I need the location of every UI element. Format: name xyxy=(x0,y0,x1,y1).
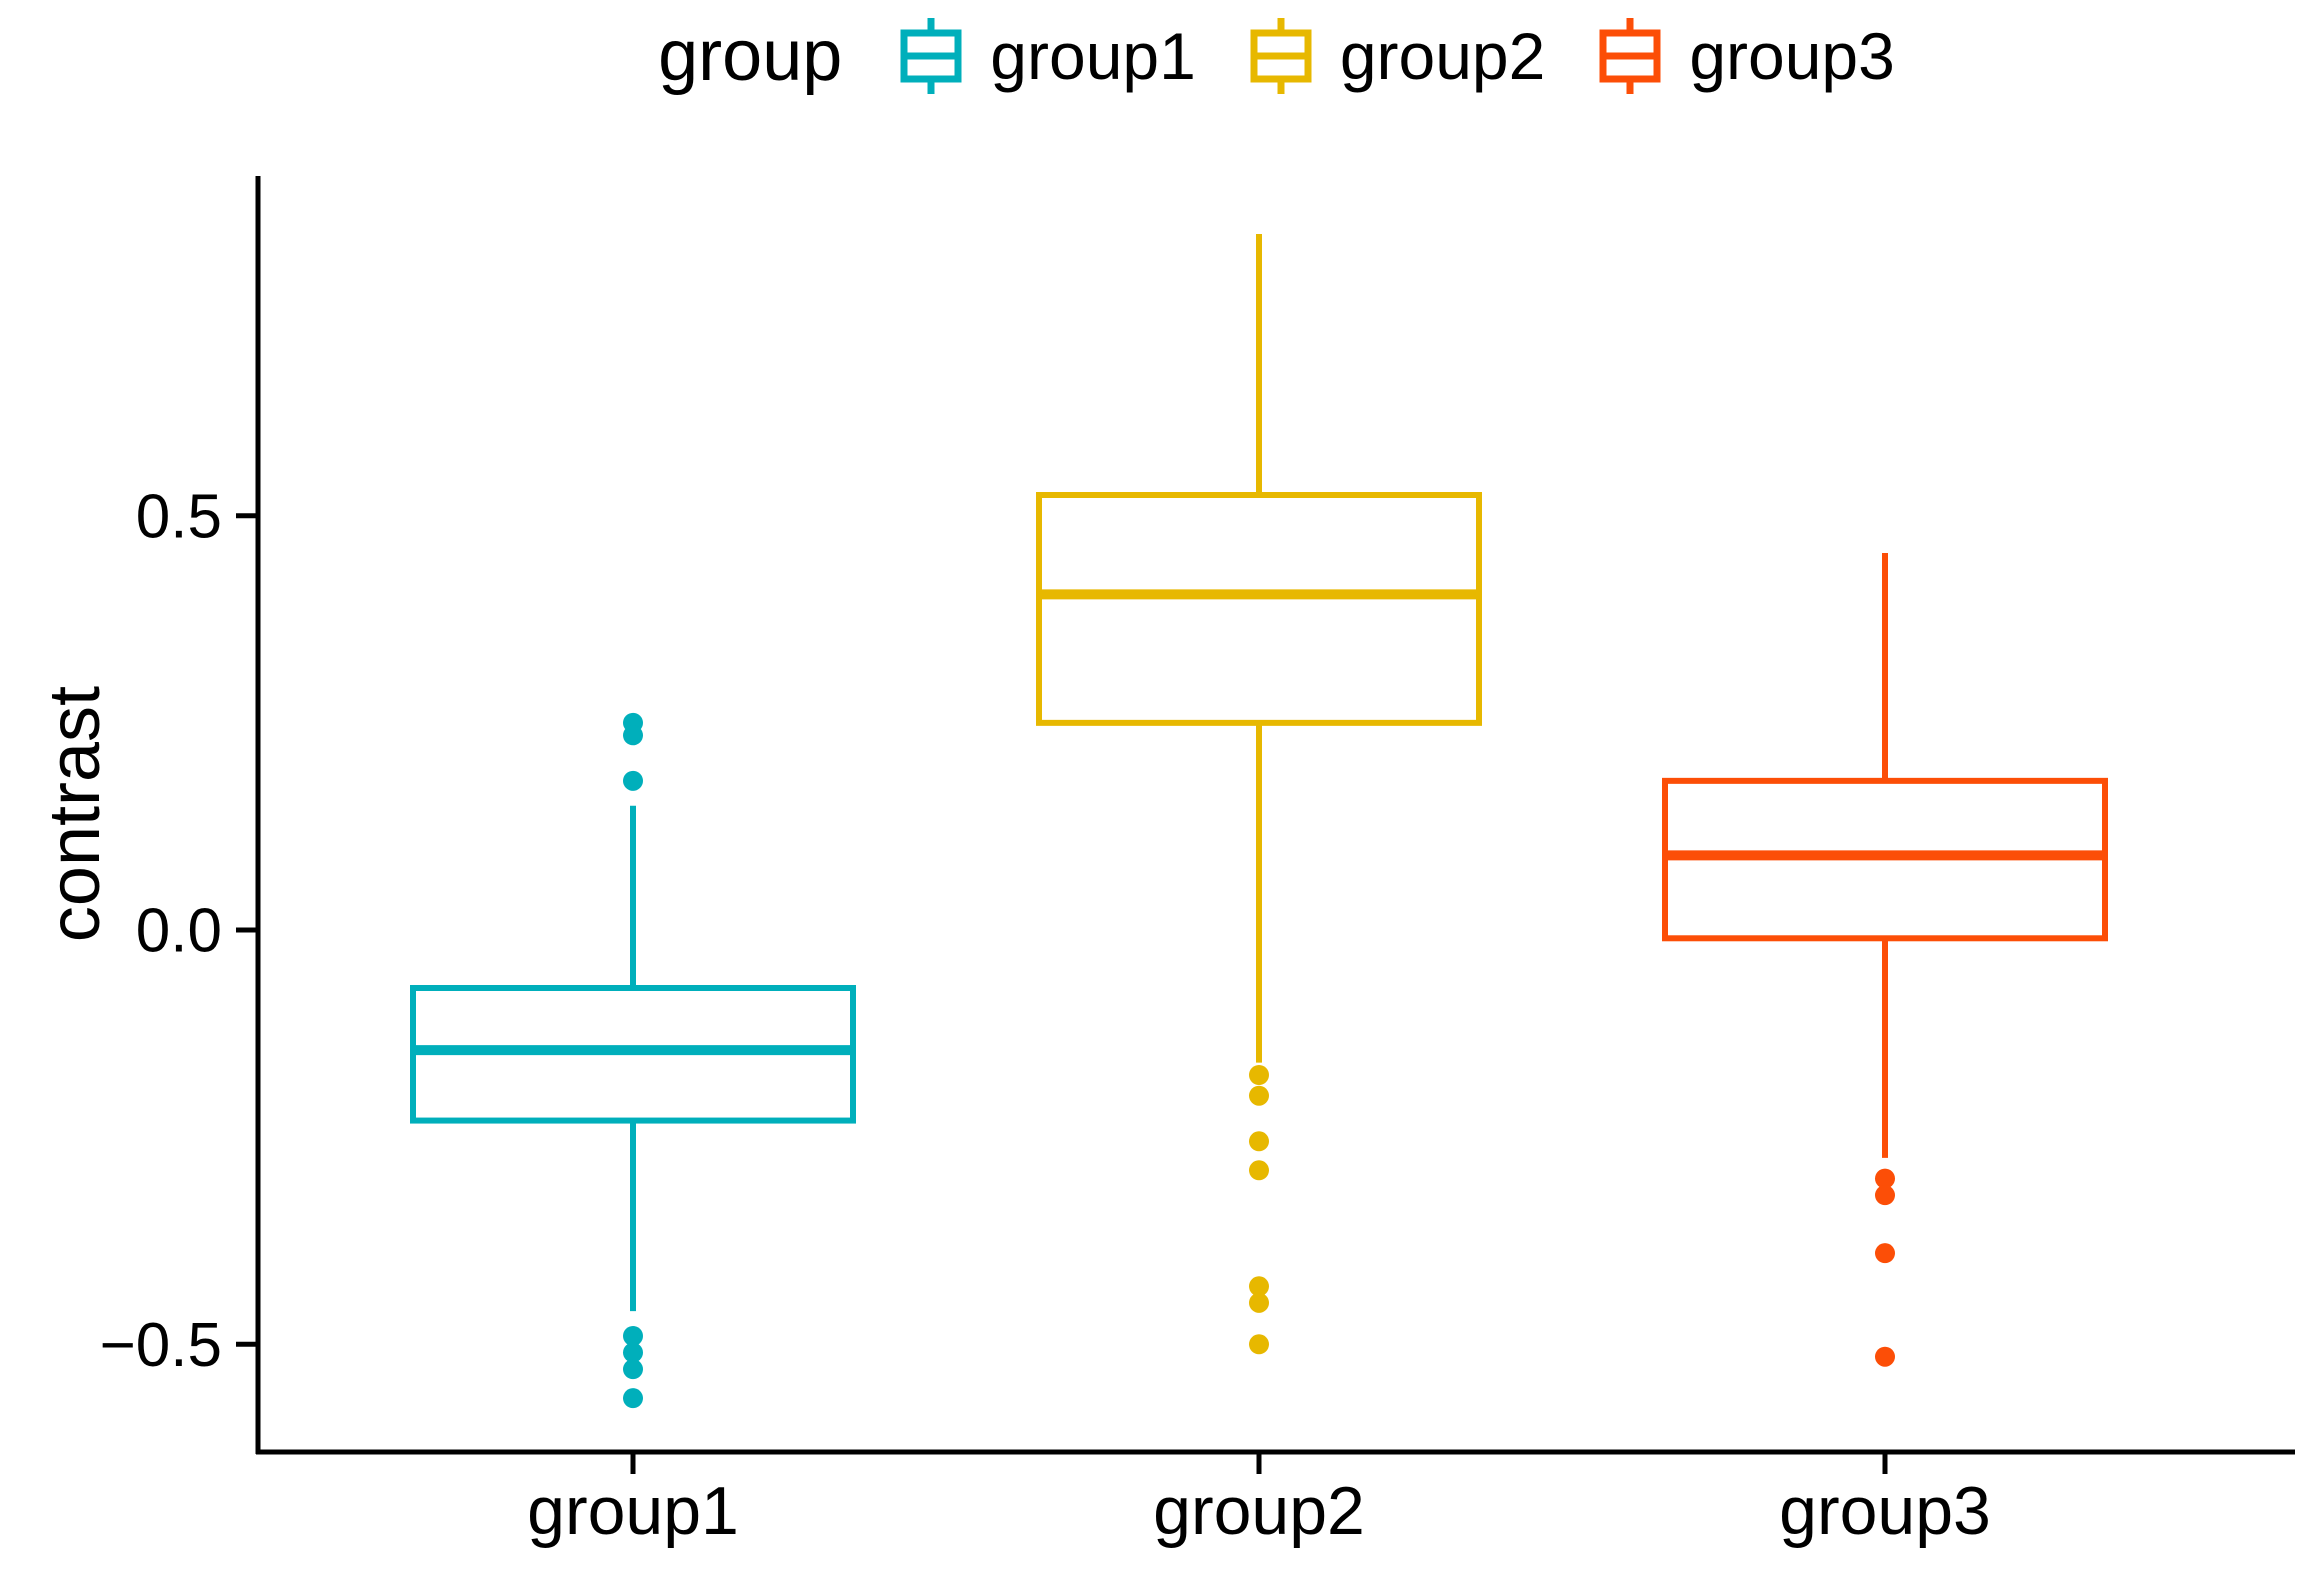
outlier-dot xyxy=(1249,1131,1269,1152)
y-tick-label: 0.5 xyxy=(136,482,222,551)
outlier-dot xyxy=(1249,1334,1269,1355)
outlier-dot xyxy=(1249,1292,1269,1313)
outlier-dot xyxy=(1875,1168,1895,1189)
outlier-dot xyxy=(1875,1243,1895,1264)
outlier-dot xyxy=(623,725,643,746)
boxplot-key-icon xyxy=(1599,18,1661,94)
y-tick-label: −0.5 xyxy=(100,1311,222,1380)
outlier-dot xyxy=(623,1326,643,1346)
outlier-dot xyxy=(1249,1276,1269,1297)
x-tick-label: group3 xyxy=(1779,1473,1991,1549)
y-tick-label: 0.0 xyxy=(136,897,222,966)
outlier-dot xyxy=(623,1388,643,1409)
outlier-dot xyxy=(623,770,643,791)
legend-label: group1 xyxy=(990,19,1196,93)
outlier-dot xyxy=(1875,1346,1895,1367)
outlier-dot xyxy=(623,1342,643,1363)
legend-label: group3 xyxy=(1689,19,1895,93)
outlier-dot xyxy=(1249,1160,1269,1181)
legend-entry-group2: group2 xyxy=(1248,16,1546,96)
legend-entry-group3: group3 xyxy=(1597,16,1895,96)
legend-label: group2 xyxy=(1339,19,1546,93)
outlier-dot xyxy=(623,1359,643,1380)
legend-entry-group1: group1 xyxy=(898,16,1196,96)
outlier-dot xyxy=(1875,1185,1895,1206)
boxplot-key-icon xyxy=(1250,18,1312,94)
outlier-dot xyxy=(1249,1085,1269,1106)
legend: group group1 group2 xyxy=(258,10,2295,102)
x-tick-label: group1 xyxy=(527,1473,739,1549)
x-tick-label: group2 xyxy=(1153,1473,1365,1549)
legend-title: group xyxy=(658,16,843,96)
box-group2 xyxy=(1036,492,1482,726)
y-axis-title: contrast xyxy=(35,686,115,942)
boxplot-key-icon xyxy=(900,18,962,94)
outlier-dot xyxy=(1249,1065,1269,1085)
